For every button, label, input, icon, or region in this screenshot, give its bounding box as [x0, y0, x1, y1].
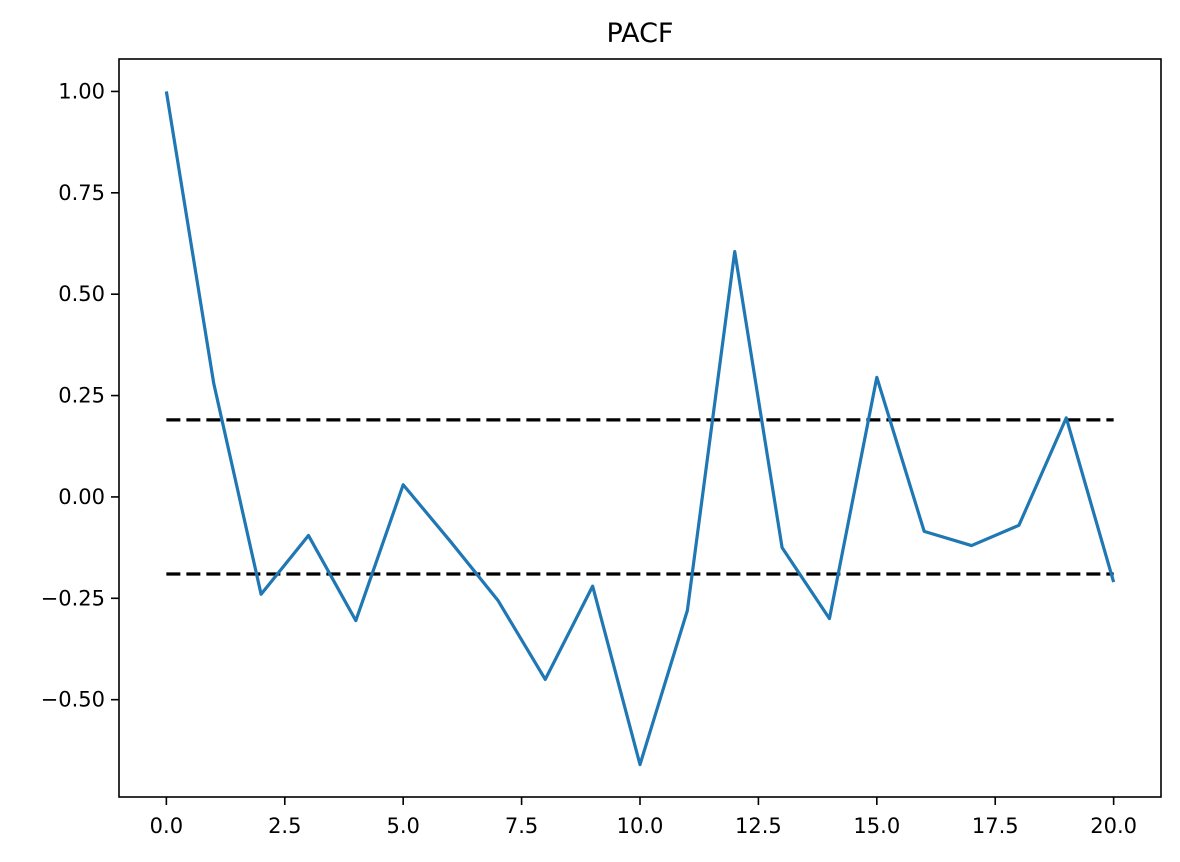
x-tick-label: 5.0: [386, 814, 419, 838]
x-tick-label: 17.5: [972, 814, 1019, 838]
axes: 0.0 2.5 5.0 7.5 10.0 12.5 15.0 17.5 20.0 1.00 0.75…: [41, 58, 1162, 838]
x-tick-label: 15.0: [853, 814, 900, 838]
x-tick-label: 7.5: [505, 814, 538, 838]
x-tick-label: 20.0: [1090, 814, 1137, 838]
x-tick-label: 10.0: [617, 814, 664, 838]
y-tick-label: 0.50: [58, 282, 105, 306]
y-tick-label: 0.25: [58, 384, 105, 408]
y-tick-label: 1.00: [58, 79, 105, 103]
x-tick-label: 12.5: [735, 814, 782, 838]
axes-frame: [118, 58, 1162, 798]
y-tick-label: −0.50: [41, 688, 105, 712]
y-tick-label: 0.75: [58, 181, 105, 205]
x-tick-label: 0.0: [150, 814, 183, 838]
x-tick-label: 2.5: [268, 814, 301, 838]
y-tick-label: −0.25: [41, 586, 105, 610]
y-tick-label: 0.00: [58, 485, 105, 509]
pacf-series-line: [164, 91, 1116, 767]
chart-title: PACF: [607, 18, 674, 49]
plot-area: [164, 91, 1116, 767]
